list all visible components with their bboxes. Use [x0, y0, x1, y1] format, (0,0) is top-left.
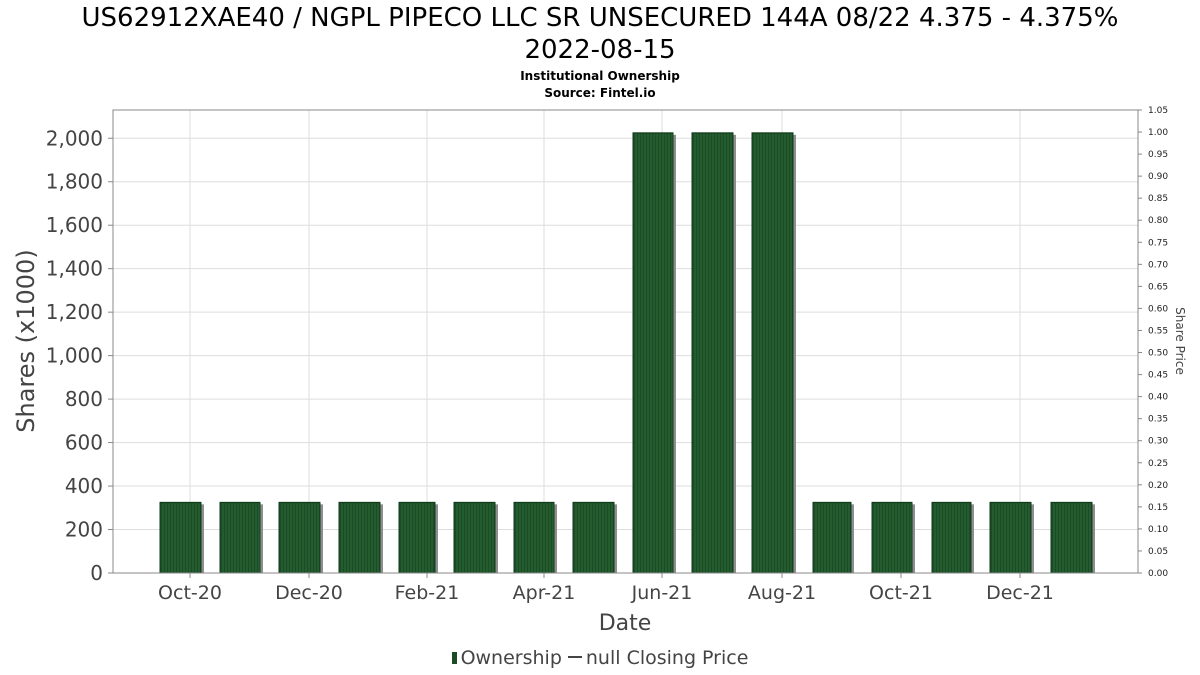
plot-frame: [112, 109, 1139, 574]
ownership-legend-label: Ownership: [460, 647, 562, 669]
y2-tick-label: 0.20: [1148, 481, 1168, 491]
bar-series: [159, 132, 1095, 574]
y2-tick-label: 0.10: [1148, 525, 1168, 535]
y2-tick-label: 0.60: [1148, 304, 1168, 314]
y2-tick-label: 0.65: [1148, 282, 1168, 292]
y-tick-label: 1,200: [46, 300, 103, 324]
y2-tick-label: 0.35: [1148, 415, 1168, 425]
y-tick-label: 1,600: [46, 213, 103, 237]
x-tick-label: Aug-21: [748, 582, 816, 604]
y2-tick-label: 0.45: [1148, 371, 1168, 381]
y2-tick-label: 0.25: [1148, 459, 1168, 469]
ownership-legend-swatch: [451, 652, 457, 664]
x-axis: Oct-20 Dec-20 Feb-21 Apr-21 Jun-21 Aug-21 Oct-…: [158, 573, 1054, 604]
y-tick-label: 1,400: [46, 257, 103, 281]
y-axis-label: Shares (x1000): [12, 249, 40, 432]
y2-tick-label: 1.00: [1148, 128, 1168, 138]
y2-tick-label: 0.30: [1148, 437, 1168, 447]
y-tick-label: 1,000: [46, 344, 103, 368]
y-tick-label: 600: [65, 431, 103, 455]
x-tick-label: Dec-21: [986, 582, 1054, 604]
legend: Ownership null Closing Price: [0, 647, 1200, 669]
y2-tick-label: 0.05: [1148, 547, 1168, 557]
y2-tick-label: 0.55: [1148, 326, 1168, 336]
x-tick-label: Oct-20: [158, 582, 222, 604]
x-axis-label: Date: [599, 611, 652, 636]
x-tick-label: Jun-21: [631, 582, 693, 604]
y2-tick-label: 0.90: [1148, 172, 1168, 182]
chart-subtitle: Institutional Ownership Source: Fintel.i…: [520, 69, 680, 100]
chart-title: US62912XAE40 / NGPL PIPECO LLC SR UNSECU…: [81, 3, 1119, 65]
y2-tick-label: 0.40: [1148, 393, 1168, 403]
y2-tick-label: 0.15: [1148, 503, 1168, 513]
y-axis: 0 200 400 600 800 1,000 1,200 1,400 1,600 1,800 2,…: [46, 126, 113, 585]
x-tick-label: Oct-21: [869, 582, 933, 604]
y-tick-label: 0: [90, 561, 103, 585]
y-tick-label: 2,000: [46, 126, 103, 150]
y2-tick-label: 0.50: [1148, 349, 1168, 359]
x-tick-label: Dec-20: [275, 582, 343, 604]
y2-axis: 0.00 0.05 0.10 0.15 0.20 0.25 0.30 0.35 0.40 0.45…: [1138, 106, 1168, 579]
y2-tick-label: 0.95: [1148, 150, 1168, 160]
x-tick-label: Feb-21: [395, 582, 460, 604]
grid-lines: [113, 110, 1138, 574]
y2-axis-label: Share Price: [1173, 307, 1187, 375]
y-tick-label: 400: [65, 474, 103, 498]
price-legend-swatch: [567, 656, 582, 658]
y2-tick-label: 0.85: [1148, 194, 1168, 204]
y-tick-label: 1,800: [46, 170, 103, 194]
y-tick-label: 800: [65, 387, 103, 411]
x-tick-label: Apr-21: [513, 582, 576, 604]
y2-tick-label: 0.75: [1148, 238, 1168, 248]
y2-tick-label: 0.00: [1148, 569, 1168, 579]
y2-tick-label: 0.70: [1148, 260, 1168, 270]
price-legend-label: null Closing Price: [585, 647, 749, 669]
y-tick-label: 200: [65, 518, 103, 542]
y2-tick-label: 0.80: [1148, 216, 1168, 226]
y2-tick-label: 1.05: [1148, 106, 1168, 116]
